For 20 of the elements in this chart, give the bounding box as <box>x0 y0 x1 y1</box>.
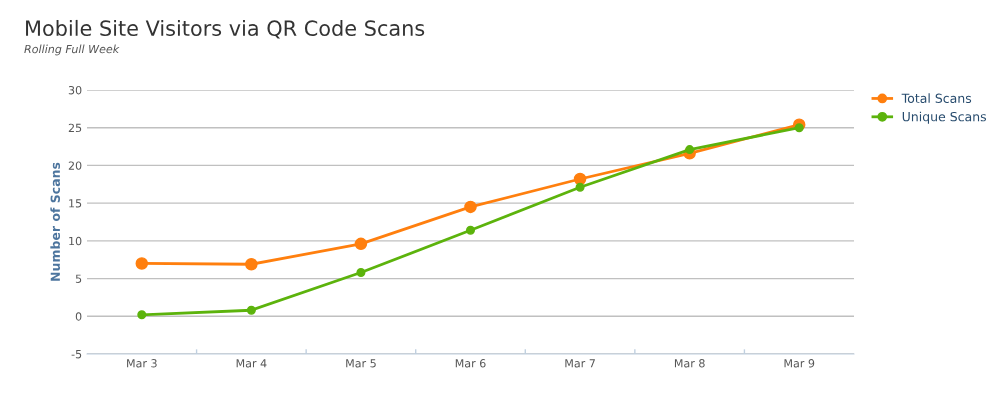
x-tick-label: Mar 4 <box>236 359 267 368</box>
chart-subtitle: Rolling Full Week <box>24 44 120 56</box>
legend-label: Unique Scans <box>902 111 987 124</box>
x-tick-label: Mar 9 <box>784 359 815 368</box>
y-tick-label: 0 <box>75 312 82 321</box>
x-tick-label: Mar 8 <box>674 359 705 368</box>
y-tick-label: 30 <box>68 85 82 95</box>
y-tick-label: -5 <box>71 350 82 359</box>
y-axis-title: Number of Scans <box>50 162 61 281</box>
legend-label: Total Scans <box>901 93 972 104</box>
y-tick-label: 10 <box>69 236 82 246</box>
x-tick-label: Mar 7 <box>565 359 595 368</box>
x-tick-label: Mar 6 <box>455 359 486 368</box>
y-tick-label: 25 <box>68 123 82 133</box>
x-tick-label: Mar 5 <box>346 359 376 368</box>
y-tick-label: 5 <box>75 274 82 283</box>
chart-title: Mobile Site Visitors via QR Code Scans <box>26 19 425 39</box>
x-tick-label: Mar 3 <box>127 359 157 368</box>
y-tick-label: 15 <box>69 199 82 208</box>
y-tick-label: 20 <box>68 161 82 170</box>
